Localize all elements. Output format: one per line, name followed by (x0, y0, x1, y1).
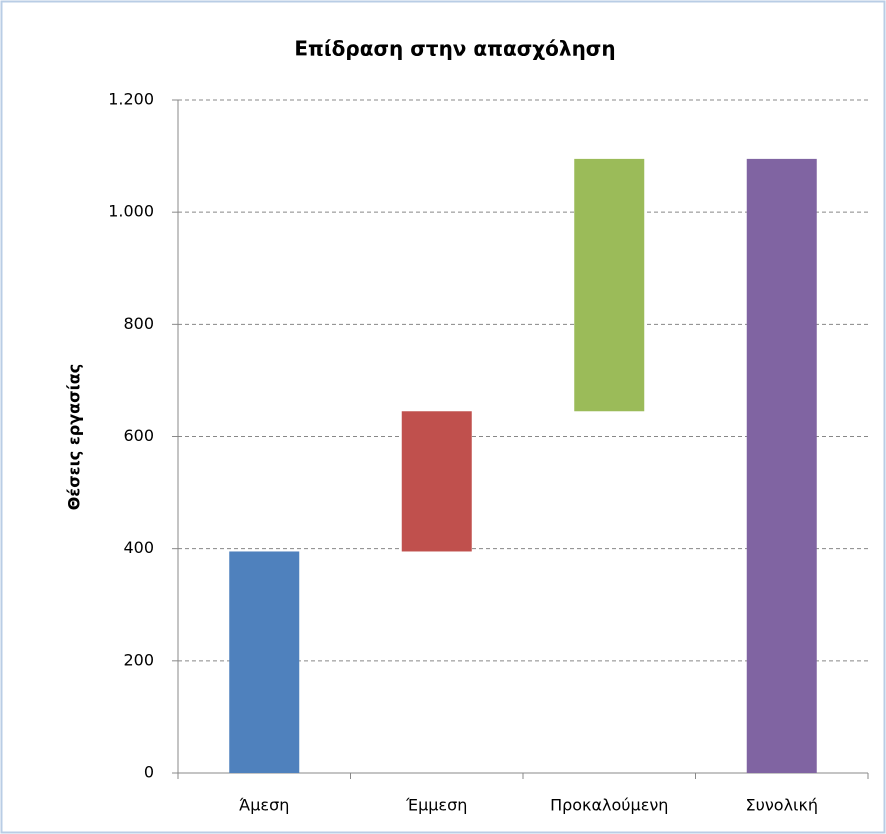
x-tick-label: Συνολική (745, 796, 818, 815)
y-tick-label: 600 (123, 426, 154, 445)
x-tick-label: Προκαλούμενη (550, 796, 668, 815)
bar (229, 551, 300, 773)
bar (401, 411, 472, 552)
chart-title: Επίδραση στην απασχόληση (294, 37, 615, 61)
y-tick-label: 1.000 (108, 202, 154, 221)
bar (574, 158, 645, 412)
x-tick-label: Έμμεση (405, 796, 467, 815)
y-tick-label: 0 (144, 763, 154, 782)
y-tick-label: 1.200 (108, 90, 154, 109)
x-tick-label: Άμεση (239, 796, 289, 815)
y-tick-label: 200 (123, 650, 154, 669)
bar (746, 158, 817, 773)
y-axis-label: Θέσεις εργασίας (65, 364, 84, 511)
y-tick-label: 800 (123, 314, 154, 333)
y-tick-label: 400 (123, 538, 154, 557)
